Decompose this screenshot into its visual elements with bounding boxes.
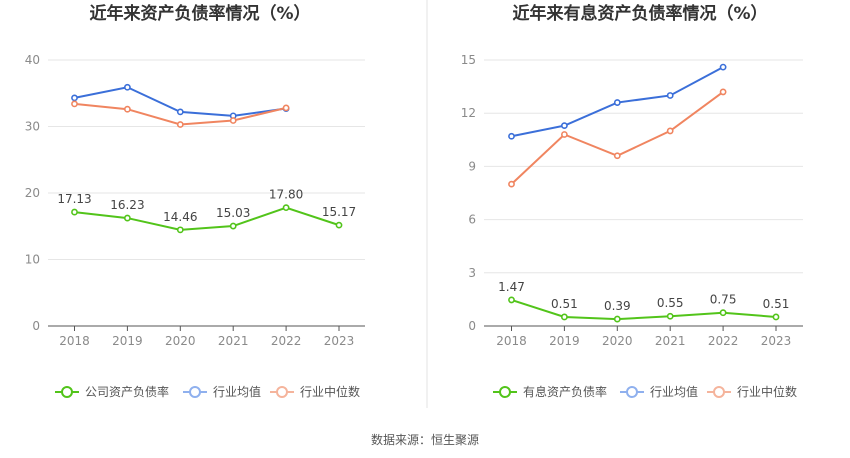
legend-marker [61,386,73,398]
data-point-company [508,296,515,304]
x-tick-label: 2021 [218,334,249,348]
y-tick-label: 40 [25,53,40,67]
x-tick-label: 2018 [496,334,527,348]
x-tick-label: 2021 [655,334,686,348]
right-chart-panel: 近年来有息资产负债率情况（%） 0 3 6 9 12 15 2018 2019 2020 2021 2… [461,3,803,399]
data-label: 0.39 [604,299,631,313]
x-tick-label: 2019 [549,334,580,348]
legend-item-avg[interactable]: 行业均值 [183,384,261,399]
legend-label: 公司资产负债率 [85,384,169,399]
data-point-company [176,226,184,234]
data-point-median [719,88,727,96]
data-label: 0.75 [710,293,737,307]
x-tick-label: 2022 [708,334,739,348]
data-source-text: 数据来源：恒生聚源 [371,432,479,447]
data-point-median [613,152,621,160]
x-tick-label: 2018 [59,334,90,348]
legend-item-median[interactable]: 行业中位数 [707,384,797,399]
data-point-company [561,313,568,321]
data-point-avg [719,63,727,71]
chart-title: 近年来资产负债率情况（%） [89,3,310,24]
x-tick-label: 2020 [602,334,633,348]
data-point-avg [71,94,78,102]
legend-label: 行业中位数 [300,384,360,399]
data-label: 16.23 [110,198,144,212]
data-point-company [666,312,674,320]
data-point-company [719,309,727,317]
data-point-median [508,180,515,188]
data-point-company [772,313,780,321]
legend-label: 有息资产负债率 [523,384,607,399]
left-chart-panel: 近年来资产负债率情况（%） 0 10 20 30 40 2018 2019 2020 2021 20… [25,3,365,399]
data-label: 15.03 [216,206,250,220]
data-point-median [282,104,290,112]
data-point-median [176,121,184,128]
data-point-company [613,315,621,323]
data-label: 14.46 [163,210,197,224]
data-point-median [229,117,237,124]
y-tick-label: 6 [468,213,476,227]
data-point-avg [508,132,515,140]
data-point-avg [124,83,131,91]
legend-marker [499,386,511,398]
legend-item-median[interactable]: 行业中位数 [270,384,360,399]
y-tick-label: 0 [32,319,40,333]
legend-marker [713,386,725,398]
legend-item-company[interactable]: 公司资产负债率 [55,384,169,399]
series-line-company [511,298,777,321]
y-tick-label: 12 [461,106,476,120]
legend-item-company[interactable]: 有息资产负债率 [493,384,607,399]
data-point-company [335,221,343,229]
series-line-company [74,206,340,231]
legend-marker [276,386,288,398]
data-point-avg [666,92,674,99]
data-point-median [124,105,131,113]
data-point-avg [176,108,184,116]
data-point-avg [613,99,621,106]
x-tick-label: 2022 [271,334,302,348]
legend-marker [626,386,638,398]
data-label: 0.55 [657,296,684,310]
data-point-median [666,127,674,135]
chart-title: 近年来有息资产负债率情况（%） [512,3,767,24]
y-tick-label: 9 [468,159,476,173]
data-point-avg [561,122,568,130]
data-label: 15.17 [322,205,356,219]
data-point-median [561,131,568,138]
data-label: 0.51 [763,297,790,311]
data-label: 17.80 [269,188,303,202]
legend-label: 行业均值 [213,384,261,399]
legend-item-avg[interactable]: 行业均值 [620,384,698,399]
legend-label: 行业均值 [650,384,698,399]
x-tick-label: 2023 [324,334,355,348]
y-tick-label: 15 [461,53,476,67]
y-tick-label: 30 [25,120,40,134]
data-label: 0.51 [551,297,578,311]
y-tick-label: 3 [468,266,476,280]
y-tick-label: 0 [468,319,476,333]
data-point-company [282,204,290,212]
x-tick-label: 2020 [165,334,196,348]
legend-label: 行业中位数 [737,384,797,399]
y-tick-label: 10 [25,253,40,267]
data-point-median [71,100,78,108]
data-point-company [124,214,131,222]
data-point-company [229,222,237,230]
legend-marker [189,386,201,398]
data-label: 17.13 [57,192,91,206]
data-label: 1.47 [498,280,525,294]
y-tick-label: 20 [25,186,40,200]
data-point-company [71,208,78,216]
x-tick-label: 2019 [112,334,143,348]
x-tick-label: 2023 [761,334,792,348]
